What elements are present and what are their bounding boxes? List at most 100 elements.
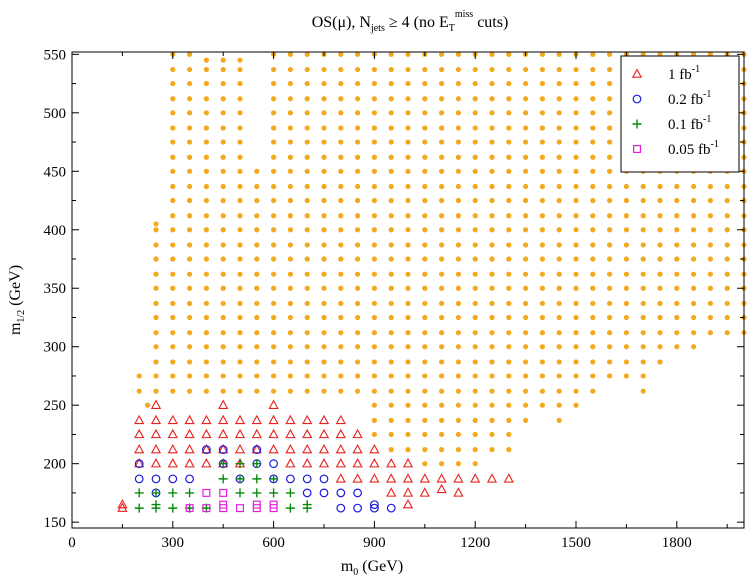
data-point-sample: [271, 139, 277, 145]
data-point-sample: [506, 388, 512, 394]
data-point-sample: [455, 256, 461, 262]
data-point-sample: [556, 417, 562, 424]
data-point-sample: [170, 125, 176, 131]
data-point-sample: [220, 344, 226, 350]
data-point-sample: [707, 285, 714, 291]
data-point-s3: [235, 459, 245, 469]
data-point-sample: [539, 197, 546, 204]
data-point-sample: [573, 285, 579, 291]
data-point-sample: [472, 242, 478, 248]
data-point-s1: [436, 473, 447, 483]
data-point-sample: [405, 271, 411, 277]
data-point-sample: [506, 80, 512, 87]
data-point-sample: [321, 300, 327, 307]
data-point-sample: [455, 96, 461, 102]
data-point-sample: [338, 227, 344, 233]
data-point-sample: [523, 417, 529, 424]
data-point-sample: [271, 66, 277, 73]
data-point-s1: [402, 473, 414, 483]
data-point-sample: [422, 417, 428, 424]
data-point-sample: [455, 197, 461, 204]
data-point-sample: [489, 447, 495, 453]
data-point-sample: [607, 344, 613, 350]
data-point-sample: [287, 314, 293, 321]
data-point-sample: [203, 139, 209, 145]
data-point-sample: [287, 256, 293, 262]
data-point-s2: [134, 459, 144, 469]
data-point-sample: [304, 213, 310, 219]
data-point-s1: [268, 399, 279, 409]
data-point-sample: [338, 242, 344, 248]
data-point-sample: [455, 344, 461, 350]
data-point-sample: [640, 344, 646, 350]
data-point-s1: [453, 473, 464, 483]
data-point-sample: [506, 330, 512, 336]
data-point-sample: [187, 373, 193, 379]
data-point-sample: [573, 227, 579, 233]
data-point-sample: [472, 373, 478, 379]
data-point-sample: [523, 359, 529, 365]
data-point-s1: [285, 428, 296, 439]
data-point-sample: [640, 330, 646, 336]
axes: 0 300 600 900 1200 1500 1800 150 200 250 300 350 400…: [44, 47, 745, 551]
data-point-sample: [472, 80, 478, 87]
data-point-sample: [187, 314, 193, 321]
data-point-s3: [168, 503, 178, 513]
data-point-sample: [170, 271, 176, 277]
data-point-sample: [153, 242, 159, 248]
data-point-sample: [489, 168, 495, 174]
data-point-sample: [355, 314, 361, 321]
data-point-sample: [187, 168, 193, 174]
title-sub-2: T: [449, 23, 455, 34]
data-point-sample: [371, 139, 377, 145]
data-point-sample: [187, 300, 193, 307]
data-point-sample: [287, 242, 293, 248]
data-point-sample: [724, 227, 730, 233]
data-point-sample: [439, 271, 445, 277]
data-point-sample: [355, 96, 361, 102]
data-point-sample: [590, 154, 596, 160]
data-point-sample: [203, 110, 209, 116]
data-point-sample: [304, 227, 310, 233]
data-point-sample: [220, 314, 226, 321]
data-point-sample: [254, 197, 260, 204]
data-point-sample: [338, 154, 344, 160]
data-point-sample: [355, 66, 361, 73]
data-point-sample: [523, 80, 529, 87]
data-point-sample: [523, 256, 529, 262]
data-point-s1: [150, 414, 162, 425]
data-point-sample: [338, 373, 344, 379]
data-point-sample: [590, 110, 596, 116]
data-point-sample: [439, 197, 445, 204]
data-point-sample: [707, 256, 714, 262]
data-point-sample: [422, 183, 428, 190]
data-point-sample: [640, 314, 646, 321]
data-point-sample: [640, 271, 646, 277]
data-point-sample: [371, 197, 377, 204]
data-point-sample: [472, 431, 478, 438]
data-point-sample: [472, 125, 478, 131]
title-mid: ≥ 4 (no E: [385, 14, 449, 31]
data-point-sample: [691, 183, 697, 190]
data-point-s1: [318, 443, 330, 454]
data-point-sample: [455, 388, 461, 394]
data-point-s1: [402, 458, 414, 468]
data-point-sample: [573, 402, 579, 408]
data-point-sample: [607, 183, 613, 190]
data-point-sample: [422, 80, 428, 87]
data-point-sample: [187, 139, 193, 145]
data-point-sample: [523, 96, 529, 102]
data-point-s1: [352, 443, 363, 454]
data-point-sample: [271, 330, 277, 336]
data-point-sample: [539, 373, 546, 379]
data-point-sample: [271, 271, 277, 277]
data-point-s1: [436, 483, 447, 494]
data-point-sample: [472, 66, 478, 73]
data-point-sample: [573, 80, 579, 87]
data-point-sample: [539, 242, 546, 248]
data-point-sample: [640, 197, 646, 204]
data-point-sample: [338, 197, 344, 204]
data-point-sample: [573, 139, 579, 145]
data-point-sample: [640, 227, 646, 233]
data-point-s3: [285, 488, 295, 498]
